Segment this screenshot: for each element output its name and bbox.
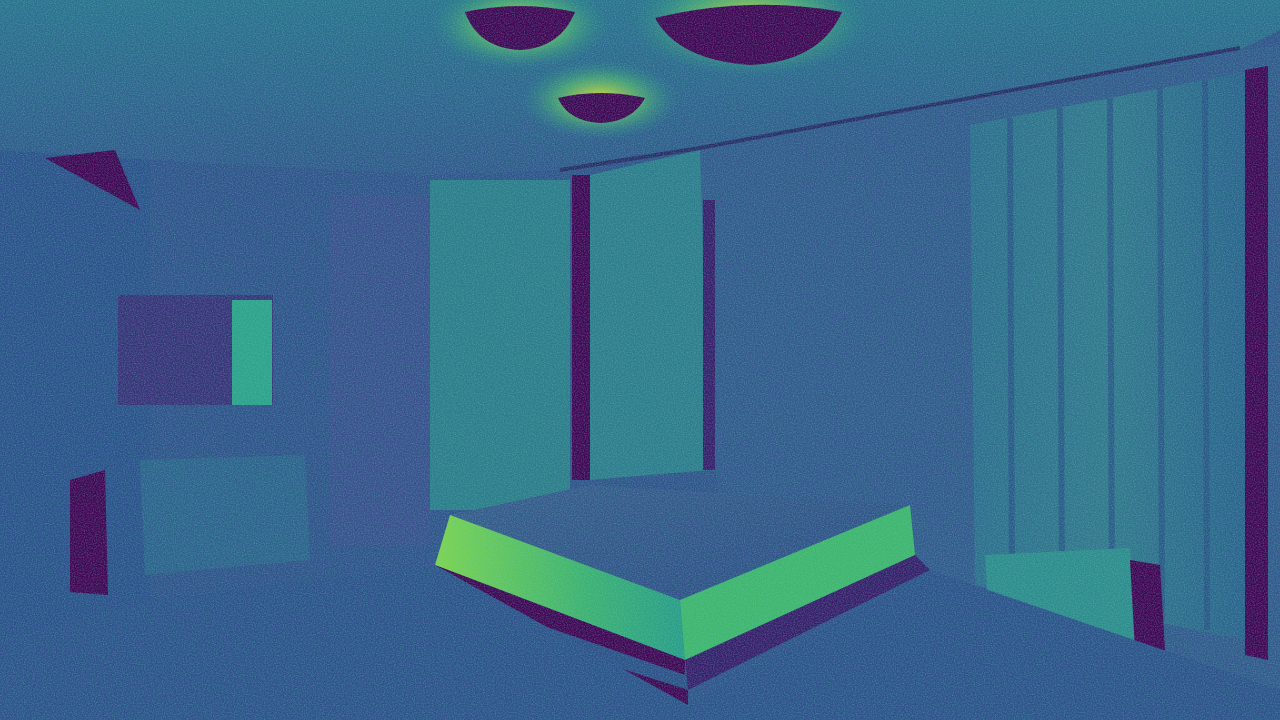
noise-overlay [0, 0, 1280, 720]
bedroom-scene [0, 0, 1280, 720]
